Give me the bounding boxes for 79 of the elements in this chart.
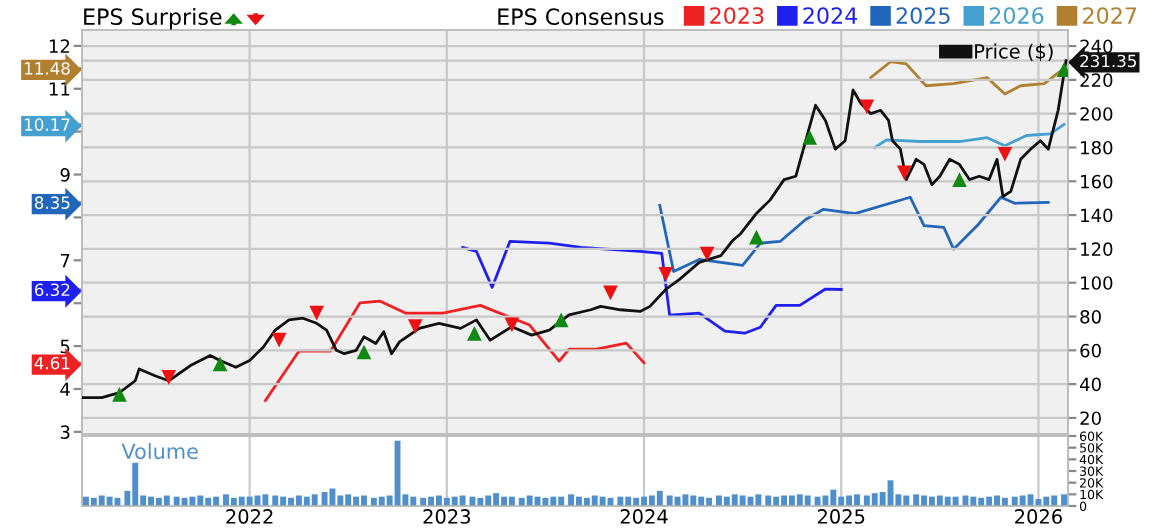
bar <box>871 493 878 506</box>
point <box>553 312 569 328</box>
bar <box>755 494 762 506</box>
point <box>504 317 520 333</box>
y-tick-label: 12 <box>49 39 70 53</box>
y2-tick-label: 20 <box>1080 411 1101 426</box>
legend-label: 2023 <box>710 7 764 24</box>
legend-label: 2027 <box>1083 7 1137 24</box>
point <box>1056 62 1068 78</box>
x-tick-label: 2022 <box>226 509 273 524</box>
y2-tick-label: 80 <box>1080 309 1101 324</box>
y-tick-label: 10.17 <box>25 118 70 131</box>
y2-tick-label: 120 <box>1081 242 1113 257</box>
bar <box>262 494 269 506</box>
y-axis-title: Volume <box>121 443 198 460</box>
y2-tick-label: 220 <box>1080 73 1113 87</box>
y2-tick-label: 40 <box>1079 377 1101 392</box>
y-tick-label: 8.35 <box>34 196 70 209</box>
point <box>658 266 674 282</box>
line-series <box>461 240 843 335</box>
line-series <box>869 60 1066 96</box>
text: EPS Surprise <box>84 7 222 30</box>
point <box>997 146 1013 162</box>
point <box>952 172 967 187</box>
line-series <box>264 299 646 402</box>
point <box>699 246 715 262</box>
bar <box>913 494 920 506</box>
point <box>309 305 325 321</box>
bar <box>493 493 500 506</box>
point <box>896 165 912 181</box>
bar <box>132 462 139 506</box>
y-tick-label: 11.48 <box>25 62 70 75</box>
point <box>212 356 228 372</box>
bar <box>682 494 689 506</box>
point <box>407 319 423 335</box>
point <box>802 129 818 145</box>
legend-label: 2025 <box>896 7 950 24</box>
bar <box>329 488 336 506</box>
point <box>112 386 127 402</box>
bar <box>311 494 318 506</box>
legend-label: 2024 <box>803 7 858 24</box>
bar <box>223 494 229 506</box>
point <box>859 99 875 115</box>
y2-tick-label: 100 <box>1081 276 1113 290</box>
y-tick-label: 3 <box>60 425 70 439</box>
x-tick-label: 2024 <box>620 509 668 524</box>
x-tick-label: 2026 <box>1015 509 1062 524</box>
point <box>467 326 482 341</box>
y-tick-label: 4 <box>60 382 70 396</box>
y-tick-label: 11 <box>49 82 70 96</box>
legend-label: 2026 <box>989 7 1044 24</box>
legend-title: EPS Consensus <box>498 8 664 26</box>
bar <box>731 494 738 506</box>
point <box>161 370 177 385</box>
y-tick-label: 6.32 <box>34 283 70 297</box>
y-tick-label: 7 <box>60 254 70 268</box>
bar <box>321 492 328 506</box>
x-tick-label: 2025 <box>817 509 865 524</box>
y2-tick-label: 140 <box>1081 208 1113 223</box>
x-tick-label: 2023 <box>423 509 470 524</box>
y2-tick-label: 231.35 <box>1080 54 1136 68</box>
bar <box>568 494 575 506</box>
point <box>356 344 372 360</box>
y2-tick-label: 60 <box>1080 343 1101 358</box>
y-tick-label: 9 <box>60 167 70 182</box>
point <box>603 285 618 301</box>
point <box>749 229 764 245</box>
y2-tick-label: 200 <box>1080 107 1113 121</box>
bar <box>656 490 663 506</box>
y2-tick-label: 160 <box>1081 174 1113 189</box>
point <box>271 332 287 348</box>
bar <box>1061 494 1068 506</box>
bar <box>830 489 837 506</box>
y-tick-label: 4.61 <box>34 356 70 370</box>
y2-tick-label: 180 <box>1081 140 1113 155</box>
legend-label: Price ($) <box>975 43 1053 62</box>
bar <box>854 494 860 506</box>
bar <box>796 494 803 506</box>
bar <box>345 494 352 506</box>
